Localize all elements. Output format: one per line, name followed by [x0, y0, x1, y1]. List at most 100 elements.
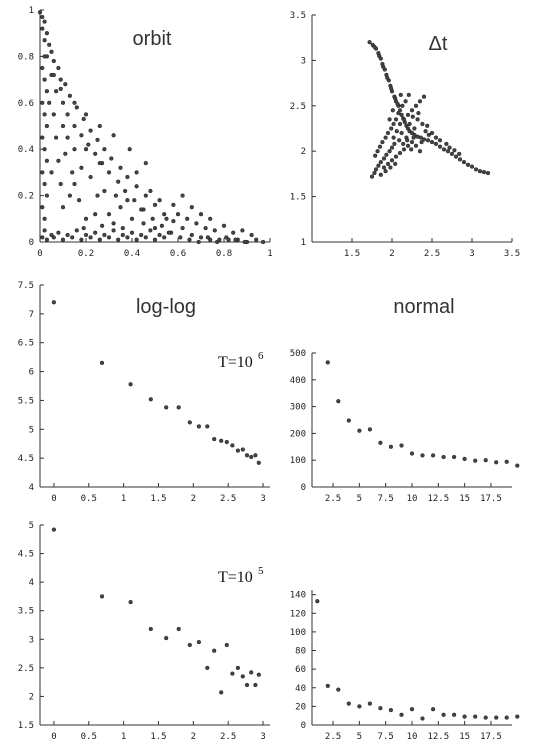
data-point [42, 54, 47, 59]
data-point [159, 223, 164, 228]
data-point [102, 147, 107, 152]
data-point [405, 143, 411, 148]
data-point [393, 161, 398, 166]
data-point [51, 235, 56, 240]
x-tick-label: 0.6 [170, 249, 186, 259]
data-point [417, 99, 423, 104]
data-point [407, 121, 412, 127]
data-point [452, 712, 457, 717]
data-point [494, 715, 499, 720]
data-point [462, 456, 467, 461]
data-point [129, 230, 135, 235]
data-point [483, 715, 488, 720]
x-tick-label: 5 [357, 494, 362, 504]
data-point [233, 237, 238, 242]
x-tick-label: 1.5 [150, 494, 166, 504]
y-tick-label: 1.5 [18, 721, 34, 731]
data-point [176, 626, 181, 632]
data-point [141, 221, 146, 226]
data-point [162, 235, 167, 240]
data-point [378, 160, 383, 165]
data-point [40, 65, 45, 71]
data-point [152, 202, 158, 207]
data-point [187, 642, 192, 648]
data-point [336, 399, 341, 404]
plot-title: orbit [133, 28, 172, 50]
data-point [65, 232, 70, 238]
data-point [83, 232, 89, 238]
data-point [196, 239, 201, 245]
data-point [88, 174, 93, 180]
y-tick-label: 0.4 [18, 145, 34, 155]
data-point [473, 167, 479, 172]
y-tick-label: 5 [29, 521, 34, 531]
data-point [42, 228, 47, 233]
data-point [40, 100, 45, 105]
data-point [357, 704, 362, 709]
data-point [97, 123, 102, 129]
data-point [375, 149, 380, 154]
data-point [230, 443, 235, 448]
data-point [254, 237, 259, 242]
x-tick-label: 17.5 [480, 732, 502, 742]
data-point [376, 163, 381, 168]
y-tick-label: 7 [29, 310, 34, 320]
data-point [157, 198, 162, 203]
data-point [315, 599, 320, 604]
data-point [122, 188, 128, 194]
data-point [49, 49, 54, 54]
data-point [56, 158, 61, 163]
data-point [44, 158, 49, 163]
y-tick-label: 120 [290, 609, 306, 619]
y-tick-label: 0.6 [18, 99, 34, 109]
data-point [449, 151, 455, 156]
loglog-t1e5-plot: 0 0.5 1 1.5 2 2.5 3 1.5 2 2.5 3 3.5 4 4.5 5 T=10 5 [18, 521, 270, 742]
data-point [72, 123, 77, 129]
data-point [128, 382, 133, 387]
data-point [127, 147, 132, 152]
data-point [452, 454, 457, 460]
data-point [244, 682, 250, 688]
x-tick-label: 1 [121, 732, 126, 742]
x-tick-label: 3 [260, 732, 265, 742]
data-point [431, 453, 436, 458]
y-tick-label: 0.8 [18, 52, 34, 62]
y-tick-label: 3.5 [290, 11, 306, 21]
data-point [56, 230, 61, 235]
data-point [485, 170, 491, 176]
data-point [240, 674, 245, 679]
data-point [389, 158, 395, 163]
data-point [40, 235, 45, 240]
data-point [481, 170, 487, 175]
y-tick-label: 2 [301, 147, 306, 157]
data-point [249, 454, 254, 460]
data-point [47, 42, 52, 47]
data-point [148, 188, 153, 194]
data-point [150, 216, 155, 221]
data-point [391, 121, 396, 127]
data-point [70, 235, 75, 240]
data-point [418, 135, 423, 140]
data-point [346, 701, 351, 706]
data-point [109, 156, 114, 161]
data-point [79, 237, 84, 242]
data-point [215, 239, 220, 245]
y-tick-label: 4.5 [18, 454, 34, 464]
data-point [431, 707, 436, 712]
data-point [420, 716, 425, 721]
data-point [256, 672, 261, 677]
data-point [208, 216, 213, 221]
data-point [88, 128, 93, 133]
data-point [99, 360, 105, 365]
data-point [420, 121, 425, 127]
data-point [346, 418, 351, 423]
plot-title: log-log [136, 296, 196, 318]
data-point [129, 216, 135, 221]
data-point [249, 232, 254, 238]
data-point [51, 527, 56, 532]
data-point [205, 424, 210, 429]
data-point [180, 226, 185, 231]
x-tick-label: 1 [267, 249, 272, 259]
data-point [394, 129, 399, 134]
